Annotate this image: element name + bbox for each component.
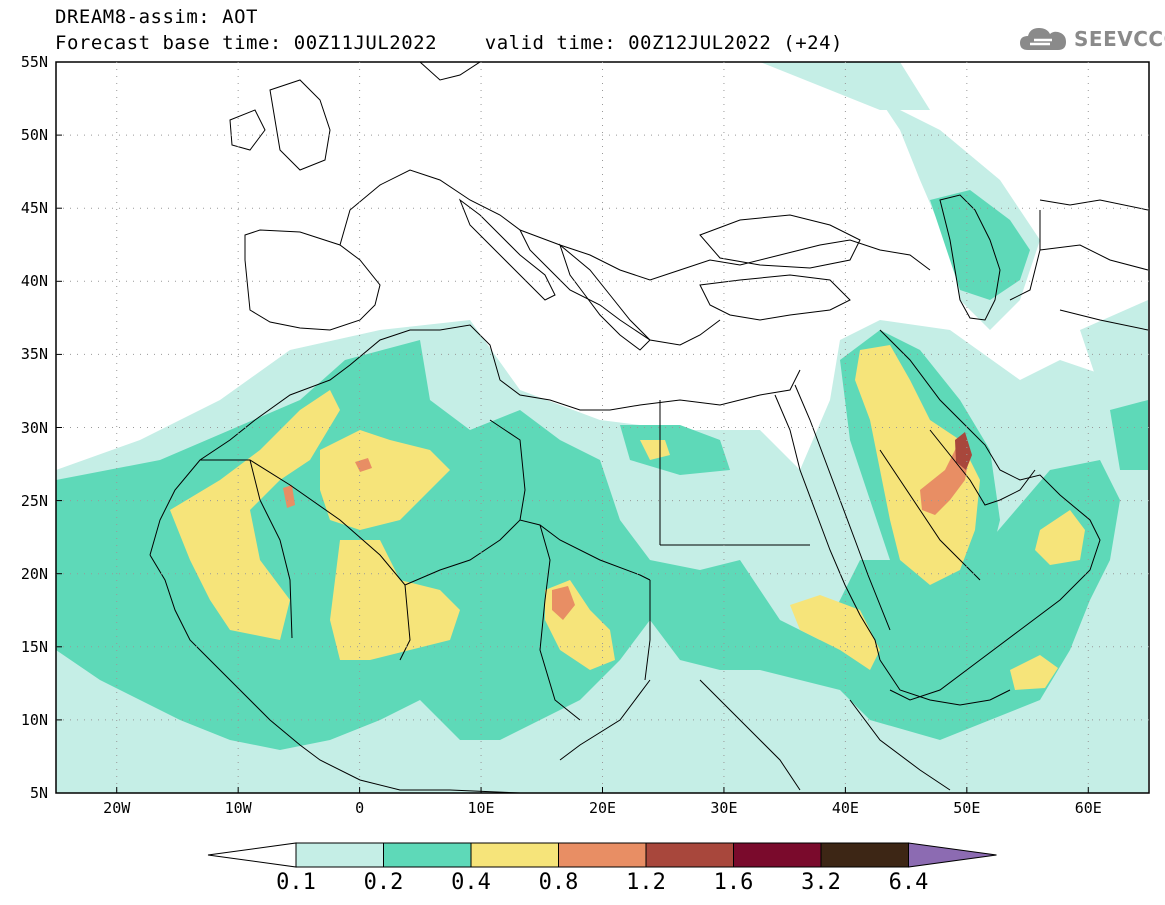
colorbar-swatch [470, 842, 559, 868]
colorbar-label: 6.4 [888, 870, 929, 895]
lon-label: 40E [831, 799, 859, 817]
lat-label: 50N [20, 126, 48, 145]
lat-label: 35N [20, 345, 48, 364]
colorbar-swatch [295, 842, 384, 868]
colorbar-swatch [820, 842, 909, 868]
colorbar-label: 0.2 [363, 870, 404, 895]
colorbar-left-arrow [207, 842, 297, 868]
seevccc-logo: SEEVCCC [1018, 24, 1165, 54]
lat-label: 20N [20, 564, 48, 583]
colorbar-swatch [733, 842, 822, 868]
colorbar-label: 0.8 [538, 870, 579, 895]
lat-label: 45N [20, 199, 48, 218]
lat-label: 10N [20, 710, 48, 729]
title-line-2: Forecast base time: 00Z11JUL2022 valid t… [55, 32, 843, 54]
colorbar-label: 0.4 [451, 870, 491, 895]
colorbar-label: 3.2 [801, 870, 841, 895]
lat-label: 55N [20, 53, 48, 71]
colorbar-swatch [383, 842, 472, 868]
lon-label: 60E [1074, 799, 1102, 817]
lon-label: 20W [103, 799, 131, 817]
lon-label: 50E [953, 799, 981, 817]
lat-label: 40N [20, 272, 48, 291]
cloud-icon [1020, 28, 1066, 50]
colorbar-right-arrow [908, 842, 997, 868]
colorbar-swatch [558, 842, 647, 868]
colorbar-label: 1.2 [626, 870, 666, 895]
lat-label: 25N [20, 491, 48, 510]
lon-label: 10E [467, 799, 495, 817]
lat-label: 5N [29, 784, 48, 802]
lon-label: 30E [710, 799, 738, 817]
colorbar-label: 1.6 [713, 870, 754, 895]
title-line-1: DREAM8-assim: AOT [55, 6, 258, 28]
grid-lines [56, 61, 1149, 794]
lon-label: 0 [355, 799, 365, 817]
lat-label: 30N [20, 418, 48, 437]
lon-label: 10W [224, 799, 252, 817]
logo-text: SEEVCCC [1074, 27, 1165, 51]
colorbar-swatch [645, 842, 734, 868]
aot-field [56, 62, 1149, 793]
lat-label: 15N [20, 637, 48, 656]
colorbar-label: 0.1 [276, 870, 316, 895]
lon-label: 20E [588, 799, 617, 817]
